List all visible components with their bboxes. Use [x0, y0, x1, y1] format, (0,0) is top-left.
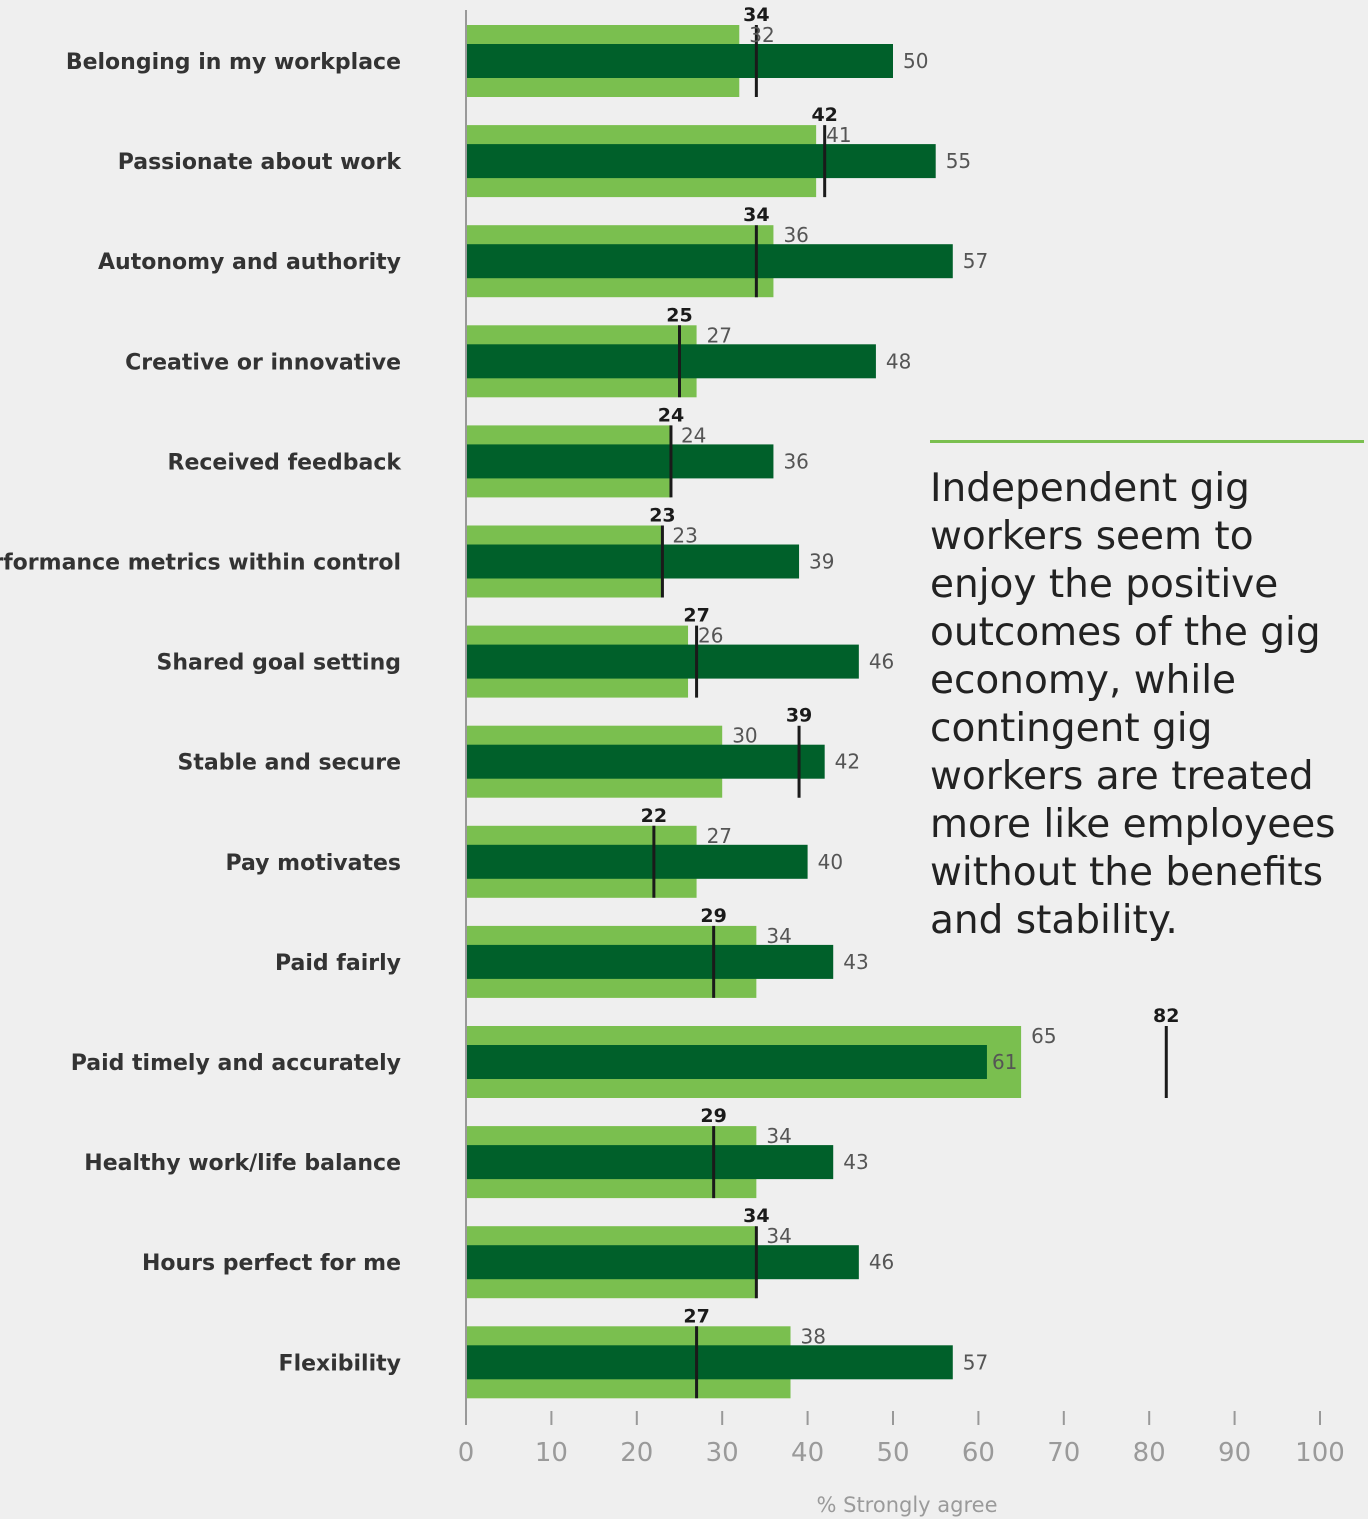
bar-dark-value: 55 — [946, 149, 971, 173]
bar-dark-value: 57 — [963, 1350, 988, 1374]
category-label: Creative or innovative — [125, 350, 401, 375]
category-label: Flexibility — [279, 1351, 401, 1376]
bar-dark-value: 48 — [886, 349, 911, 373]
bar-light-value: 24 — [681, 423, 706, 447]
x-tick-label: 60 — [962, 1438, 995, 1468]
bar-dark-value: 46 — [869, 650, 894, 674]
bar-dark-value: 36 — [783, 449, 808, 473]
bar-dark — [466, 44, 893, 78]
bar-light-value: 27 — [707, 824, 732, 848]
bar-dark — [466, 644, 859, 679]
bar-light-value: 34 — [766, 924, 791, 948]
bar-dark-value: 57 — [963, 249, 988, 273]
bar-dark-value: 43 — [843, 1150, 868, 1174]
bar-dark — [466, 944, 834, 979]
x-tick-label: 50 — [876, 1438, 909, 1468]
bar-light-value: 30 — [732, 724, 757, 748]
marker-value: 23 — [649, 505, 675, 527]
bar-dark-value: 40 — [818, 850, 843, 874]
x-tick-label: 80 — [1133, 1438, 1166, 1468]
bar-dark-value: 43 — [843, 950, 868, 974]
bar-light-value: 34 — [766, 1124, 791, 1148]
bar-dark — [466, 1145, 834, 1180]
marker-value: 29 — [700, 905, 726, 927]
marker-value: 24 — [658, 404, 684, 426]
marker-value: 34 — [743, 1205, 769, 1227]
bar-light-value: 34 — [766, 1224, 791, 1248]
bar-dark — [466, 1245, 859, 1280]
bar-dark — [466, 244, 953, 279]
annotation-text: Independent gig workers seem to enjoy th… — [930, 466, 1336, 943]
marker-value: 25 — [666, 304, 692, 326]
category-label: Pay motivates — [225, 851, 401, 876]
bar-dark — [466, 344, 876, 379]
category-label: Hours perfect for me — [142, 1251, 401, 1276]
x-tick-label: 30 — [706, 1438, 739, 1468]
bars-layer — [466, 25, 1168, 1399]
category-label: Stable and secure — [178, 751, 401, 776]
x-axis: 0 10 20 30 40 50 60 70 80 90 100 — [458, 10, 1345, 1468]
category-label: Shared goal setting — [157, 651, 401, 676]
x-tick-label: 90 — [1218, 1438, 1251, 1468]
x-tick-label: 20 — [620, 1438, 653, 1468]
x-tick-label: 100 — [1295, 1438, 1345, 1468]
bar-dark — [466, 144, 936, 179]
bar-light-value: 65 — [1031, 1024, 1056, 1048]
bar-light-value: 36 — [783, 223, 808, 247]
bar-light-value: 32 — [749, 23, 774, 47]
bar-dark — [466, 544, 800, 579]
bar-dark — [466, 1345, 953, 1380]
category-label: Paid timely and accurately — [71, 1051, 401, 1076]
bar-dark-value: 42 — [835, 750, 860, 774]
category-label: Received feedback — [168, 450, 403, 475]
bar-dark — [466, 1045, 987, 1079]
category-label: Performance metrics within control — [0, 551, 401, 576]
marker-value: 42 — [811, 104, 837, 126]
marker-value: 29 — [700, 1105, 726, 1127]
category-label: Healthy work/life balance — [84, 1151, 401, 1176]
x-axis-title: % Strongly agree — [816, 1493, 997, 1517]
bar-dark-value: 61 — [992, 1050, 1017, 1074]
bar-light-value: 38 — [801, 1324, 826, 1348]
bar-dark — [466, 844, 808, 879]
category-label: Autonomy and authority — [98, 250, 401, 275]
x-tick-label: 40 — [791, 1438, 824, 1468]
x-tick-label: 0 — [458, 1438, 475, 1468]
marker-value: 27 — [683, 605, 709, 627]
marker-value: 34 — [743, 4, 769, 26]
bar-dark — [466, 444, 774, 479]
marker-value: 34 — [743, 204, 769, 226]
marker-value: 27 — [683, 1305, 709, 1327]
x-tick-label: 70 — [1047, 1438, 1080, 1468]
bar-light-value: 26 — [698, 624, 723, 648]
labels-layer: Belonging in my workplace 32 50 34 Passionat… — [0, 4, 1180, 1376]
annotation-callout: Independent gig workers seem to enjoy th… — [930, 440, 1364, 945]
bar-dark — [466, 744, 825, 779]
bar-light-value: 41 — [826, 123, 851, 147]
marker-value: 82 — [1153, 1005, 1179, 1027]
bar-dark-value: 50 — [903, 49, 928, 73]
category-label: Belonging in my workplace — [66, 50, 401, 75]
bar-dark-value: 46 — [869, 1250, 894, 1274]
category-label: Passionate about work — [118, 150, 403, 175]
marker-value: 22 — [641, 805, 667, 827]
bar-light-value: 27 — [707, 323, 732, 347]
category-label: Paid fairly — [275, 951, 401, 976]
bar-dark-value: 39 — [809, 550, 834, 574]
x-tick-label: 10 — [535, 1438, 568, 1468]
marker-value: 39 — [786, 705, 812, 727]
bar-light-value: 23 — [672, 524, 697, 548]
